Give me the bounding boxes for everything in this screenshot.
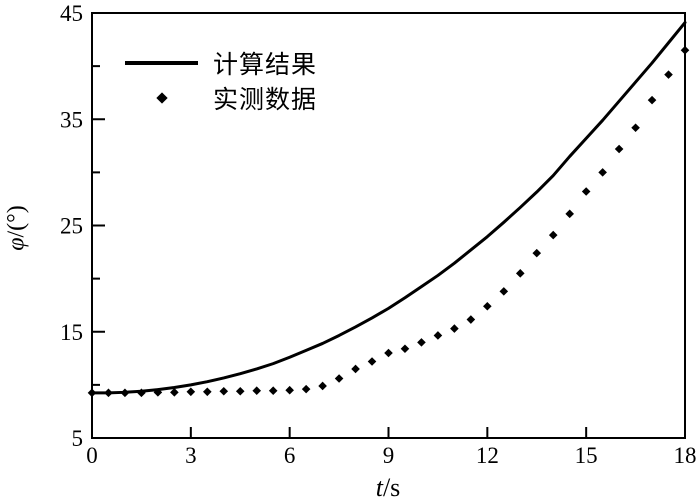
legend-sample-measured: [125, 91, 198, 104]
data-point: [466, 315, 476, 324]
data-point: [532, 248, 542, 258]
series-measured-points: [87, 45, 690, 398]
data-point: [351, 364, 360, 374]
x-tick-label: 12: [476, 443, 499, 468]
data-point: [203, 387, 212, 397]
legend-label-measured: 实测数据: [213, 86, 318, 114]
line-sample-icon: [125, 60, 198, 65]
data-point: [120, 388, 130, 398]
data-point: [631, 123, 640, 133]
data-point: [548, 230, 558, 240]
legend-item-measured: 实测数据: [125, 80, 317, 115]
x-tick-label: 18: [674, 443, 697, 468]
data-point: [285, 385, 294, 395]
data-point: [450, 324, 459, 333]
data-point: [384, 348, 393, 358]
data-point: [598, 168, 607, 177]
data-point: [483, 301, 492, 311]
x-axis-label: t/s: [376, 473, 401, 503]
legend-label-computed: 计算结果: [213, 51, 318, 79]
data-point: [252, 386, 262, 396]
data-point: [186, 387, 196, 397]
data-point: [647, 95, 657, 105]
data-point: [581, 187, 591, 196]
data-point: [367, 357, 377, 366]
data-point: [499, 287, 509, 296]
y-axis-label: φ/(°): [4, 205, 31, 251]
y-tick-label: 35: [60, 107, 83, 132]
y-tick-label: 45: [60, 1, 83, 26]
plot-frame: [91, 12, 686, 439]
data-point: [235, 386, 245, 396]
data-point: [400, 344, 410, 354]
x-tick-label: 9: [383, 443, 395, 468]
data-point: [334, 374, 344, 383]
y-axis-label-symbol: φ: [3, 237, 30, 251]
data-point: [268, 386, 278, 396]
data-point: [433, 331, 443, 340]
x-axis-label-symbol: t: [375, 473, 383, 502]
data-point: [565, 209, 574, 219]
data-point: [87, 388, 97, 398]
x-tick-label: 6: [284, 443, 296, 468]
data-point: [153, 388, 163, 397]
data-point: [301, 384, 311, 394]
data-point: [219, 386, 229, 396]
y-tick-label: 25: [60, 214, 83, 239]
data-point: [664, 70, 673, 79]
data-point: [137, 388, 146, 398]
data-point: [515, 269, 525, 278]
data-point: [614, 144, 624, 154]
legend-item-computed: 计算结果: [125, 45, 317, 80]
diamond-marker-icon: [155, 91, 168, 104]
x-tick-label: 0: [86, 443, 98, 468]
legend: 计算结果 实测数据: [125, 45, 317, 115]
y-axis-label-unit: /(°): [3, 205, 30, 238]
data-point: [318, 381, 327, 391]
series-computed-line: [90, 21, 687, 395]
y-tick-label: 15: [60, 320, 83, 345]
data-point: [104, 388, 113, 398]
y-tick-label: 5: [72, 426, 84, 451]
data-point: [417, 338, 426, 347]
data-point: [680, 45, 690, 55]
legend-sample-computed: [125, 60, 198, 65]
data-point: [170, 388, 179, 397]
x-tick-label: 3: [185, 443, 197, 468]
x-axis-label-unit: /s: [382, 473, 401, 502]
x-tick-label: 15: [575, 443, 598, 468]
